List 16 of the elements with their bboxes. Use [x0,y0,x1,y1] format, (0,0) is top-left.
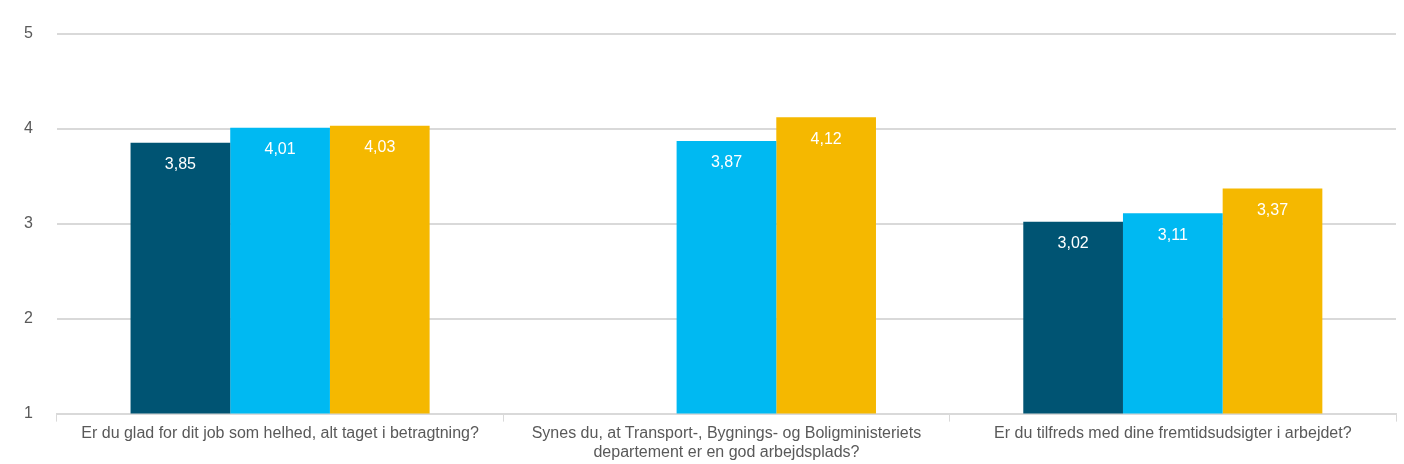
data-label: 3,85 [164,155,197,173]
data-label: 3,11 [1157,225,1188,243]
data-label: 4,12 [810,129,842,147]
data-label: 3,87 [710,153,743,171]
y-tick-label: 2 [23,309,33,327]
data-label: 4,03 [364,138,396,156]
x-tick-label: Synes du, at Transport-, Bygnings- og Boligministeriets departement er en god arbejdsplads? [531,423,922,460]
data-label: 3,37 [1256,200,1289,218]
y-tick-label: 1 [23,404,33,422]
y-tick-label: 5 [23,24,33,42]
data-label: 3,02 [1057,234,1089,252]
x-tick-label: Er du glad for dit job som helhed, alt taget i betragtning? [81,423,479,441]
data-label: 4,01 [264,140,296,158]
x-tick-label: Er du tilfreds med dine fremtidsudsigter i arbejdet? [994,423,1352,441]
y-tick-label: 4 [23,119,33,137]
y-tick-label: 3 [23,214,33,232]
